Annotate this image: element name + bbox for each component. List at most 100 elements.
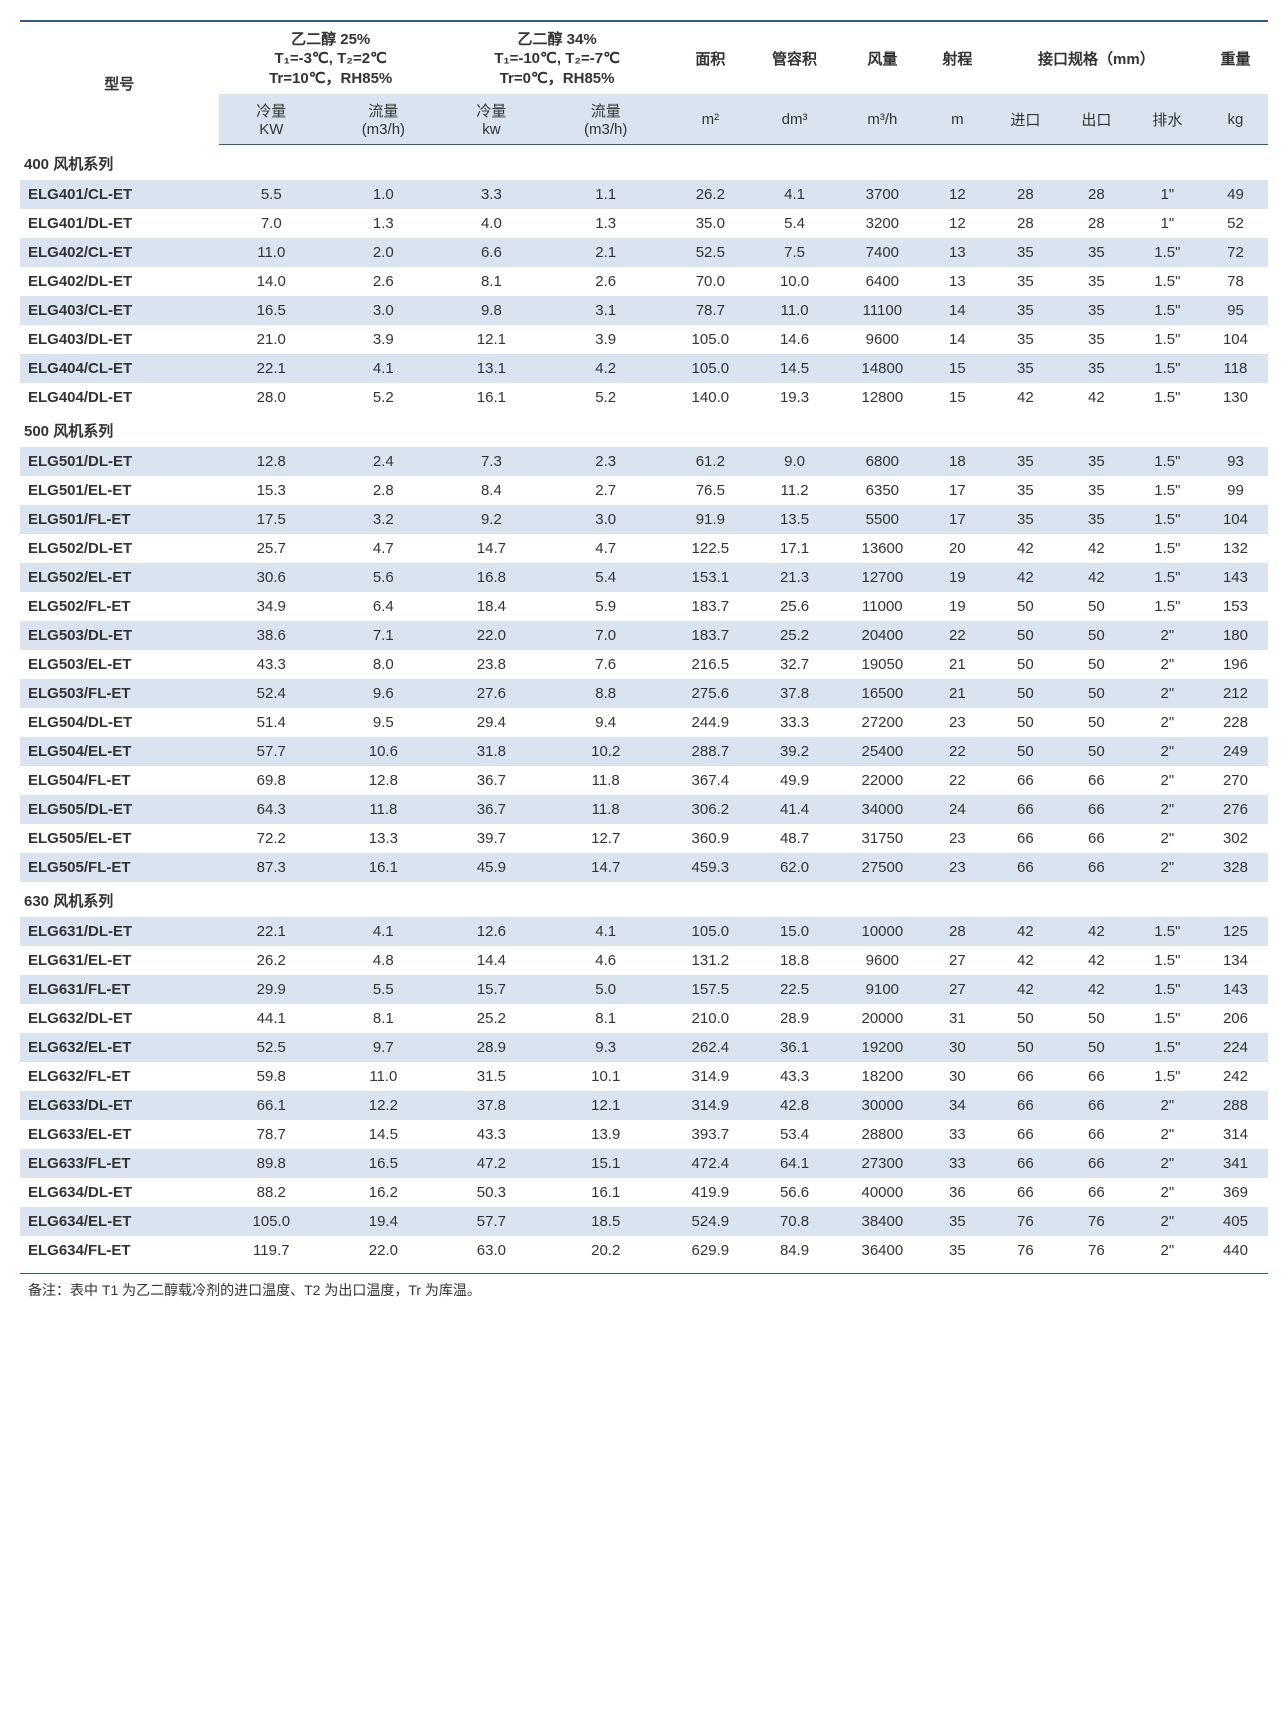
cell-tube: 22.5 — [749, 975, 840, 1004]
cell-in: 35 — [990, 505, 1061, 534]
cell-air: 18200 — [840, 1062, 925, 1091]
cell-out: 28 — [1061, 209, 1132, 238]
cell-out: 76 — [1061, 1207, 1132, 1236]
cell-throw: 24 — [925, 795, 990, 824]
cell-drain: 1.5" — [1132, 975, 1203, 1004]
table-row: ELG401/CL-ET5.51.03.31.126.24.1370012282… — [20, 180, 1268, 209]
cell-f1: 16.5 — [324, 1149, 443, 1178]
cell-f2: 18.5 — [540, 1207, 671, 1236]
table-row: ELG402/DL-ET14.02.68.12.670.010.06400133… — [20, 267, 1268, 296]
table-header: 型号 乙二醇 25% T₁=-3℃, T₂=2℃ Tr=10℃，RH85% 乙二… — [20, 21, 1268, 145]
cell-model: ELG504/EL-ET — [20, 737, 219, 766]
table-row: ELG634/DL-ET88.216.250.316.1419.956.6400… — [20, 1178, 1268, 1207]
cell-wt: 206 — [1203, 1004, 1268, 1033]
cell-wt: 228 — [1203, 708, 1268, 737]
cell-in: 66 — [990, 1178, 1061, 1207]
cell-in: 42 — [990, 975, 1061, 1004]
cell-c1: 11.0 — [219, 238, 324, 267]
cell-area: 216.5 — [671, 650, 749, 679]
cell-out: 35 — [1061, 296, 1132, 325]
table-row: ELG631/FL-ET29.95.515.75.0157.522.591002… — [20, 975, 1268, 1004]
cell-f2: 3.0 — [540, 505, 671, 534]
table-row: ELG502/EL-ET30.65.616.85.4153.121.312700… — [20, 563, 1268, 592]
cell-out: 35 — [1061, 267, 1132, 296]
cell-tube: 37.8 — [749, 679, 840, 708]
cell-f1: 4.8 — [324, 946, 443, 975]
cell-air: 12800 — [840, 383, 925, 412]
cell-out: 50 — [1061, 1033, 1132, 1062]
cell-f1: 6.4 — [324, 592, 443, 621]
table-row: ELG402/CL-ET11.02.06.62.152.57.574001335… — [20, 238, 1268, 267]
cell-air: 36400 — [840, 1236, 925, 1265]
cell-area: 122.5 — [671, 534, 749, 563]
table-body: 400 风机系列ELG401/CL-ET5.51.03.31.126.24.13… — [20, 145, 1268, 1266]
cell-c1: 34.9 — [219, 592, 324, 621]
cell-c2: 6.6 — [443, 238, 540, 267]
cell-throw: 33 — [925, 1120, 990, 1149]
cell-c1: 66.1 — [219, 1091, 324, 1120]
cell-in: 50 — [990, 621, 1061, 650]
cell-out: 35 — [1061, 325, 1132, 354]
cell-f1: 3.9 — [324, 325, 443, 354]
cell-out: 50 — [1061, 679, 1132, 708]
cell-air: 11100 — [840, 296, 925, 325]
cell-in: 35 — [990, 296, 1061, 325]
table-row: ELG401/DL-ET7.01.34.01.335.05.4320012282… — [20, 209, 1268, 238]
cell-model: ELG503/FL-ET — [20, 679, 219, 708]
cell-area: 76.5 — [671, 476, 749, 505]
cell-c1: 59.8 — [219, 1062, 324, 1091]
cell-model: ELG502/FL-ET — [20, 592, 219, 621]
cell-c2: 37.8 — [443, 1091, 540, 1120]
cell-c2: 31.8 — [443, 737, 540, 766]
cell-wt: 78 — [1203, 267, 1268, 296]
cell-throw: 21 — [925, 650, 990, 679]
cell-f1: 4.7 — [324, 534, 443, 563]
table-row: ELG504/EL-ET57.710.631.810.2288.739.2254… — [20, 737, 1268, 766]
cell-out: 35 — [1061, 447, 1132, 476]
section-header: 400 风机系列 — [20, 145, 1268, 181]
sub-air-unit: m³/h — [840, 94, 925, 145]
cell-c2: 25.2 — [443, 1004, 540, 1033]
cell-f1: 5.6 — [324, 563, 443, 592]
table-row: ELG505/FL-ET87.316.145.914.7459.362.0275… — [20, 853, 1268, 882]
cell-air: 3200 — [840, 209, 925, 238]
cell-c1: 22.1 — [219, 354, 324, 383]
sub-cooling1: 冷量KW — [219, 94, 324, 145]
cell-model: ELG634/EL-ET — [20, 1207, 219, 1236]
cell-f1: 8.1 — [324, 1004, 443, 1033]
cell-out: 66 — [1061, 853, 1132, 882]
cell-out: 35 — [1061, 505, 1132, 534]
cell-wt: 224 — [1203, 1033, 1268, 1062]
cell-air: 20400 — [840, 621, 925, 650]
cell-wt: 270 — [1203, 766, 1268, 795]
cell-area: 288.7 — [671, 737, 749, 766]
cell-tube: 49.9 — [749, 766, 840, 795]
cell-wt: 130 — [1203, 383, 1268, 412]
cell-air: 6800 — [840, 447, 925, 476]
cell-throw: 22 — [925, 621, 990, 650]
cell-air: 30000 — [840, 1091, 925, 1120]
table-row: ELG501/EL-ET15.32.88.42.776.511.26350173… — [20, 476, 1268, 505]
cell-throw: 17 — [925, 476, 990, 505]
cell-out: 50 — [1061, 621, 1132, 650]
cell-tube: 14.5 — [749, 354, 840, 383]
cell-drain: 1.5" — [1132, 563, 1203, 592]
table-row: ELG504/FL-ET69.812.836.711.8367.449.9220… — [20, 766, 1268, 795]
cell-wt: 49 — [1203, 180, 1268, 209]
cell-c2: 12.6 — [443, 917, 540, 946]
table-row: ELG404/CL-ET22.14.113.14.2105.014.514800… — [20, 354, 1268, 383]
cell-area: 210.0 — [671, 1004, 749, 1033]
cell-f1: 1.0 — [324, 180, 443, 209]
cell-area: 105.0 — [671, 325, 749, 354]
cell-wt: 369 — [1203, 1178, 1268, 1207]
cell-area: 629.9 — [671, 1236, 749, 1265]
cell-area: 140.0 — [671, 383, 749, 412]
cell-drain: 2" — [1132, 737, 1203, 766]
cell-throw: 15 — [925, 354, 990, 383]
cell-out: 28 — [1061, 180, 1132, 209]
cell-c1: 43.3 — [219, 650, 324, 679]
cell-area: 105.0 — [671, 354, 749, 383]
cell-c2: 36.7 — [443, 766, 540, 795]
cell-c2: 47.2 — [443, 1149, 540, 1178]
cell-c1: 26.2 — [219, 946, 324, 975]
